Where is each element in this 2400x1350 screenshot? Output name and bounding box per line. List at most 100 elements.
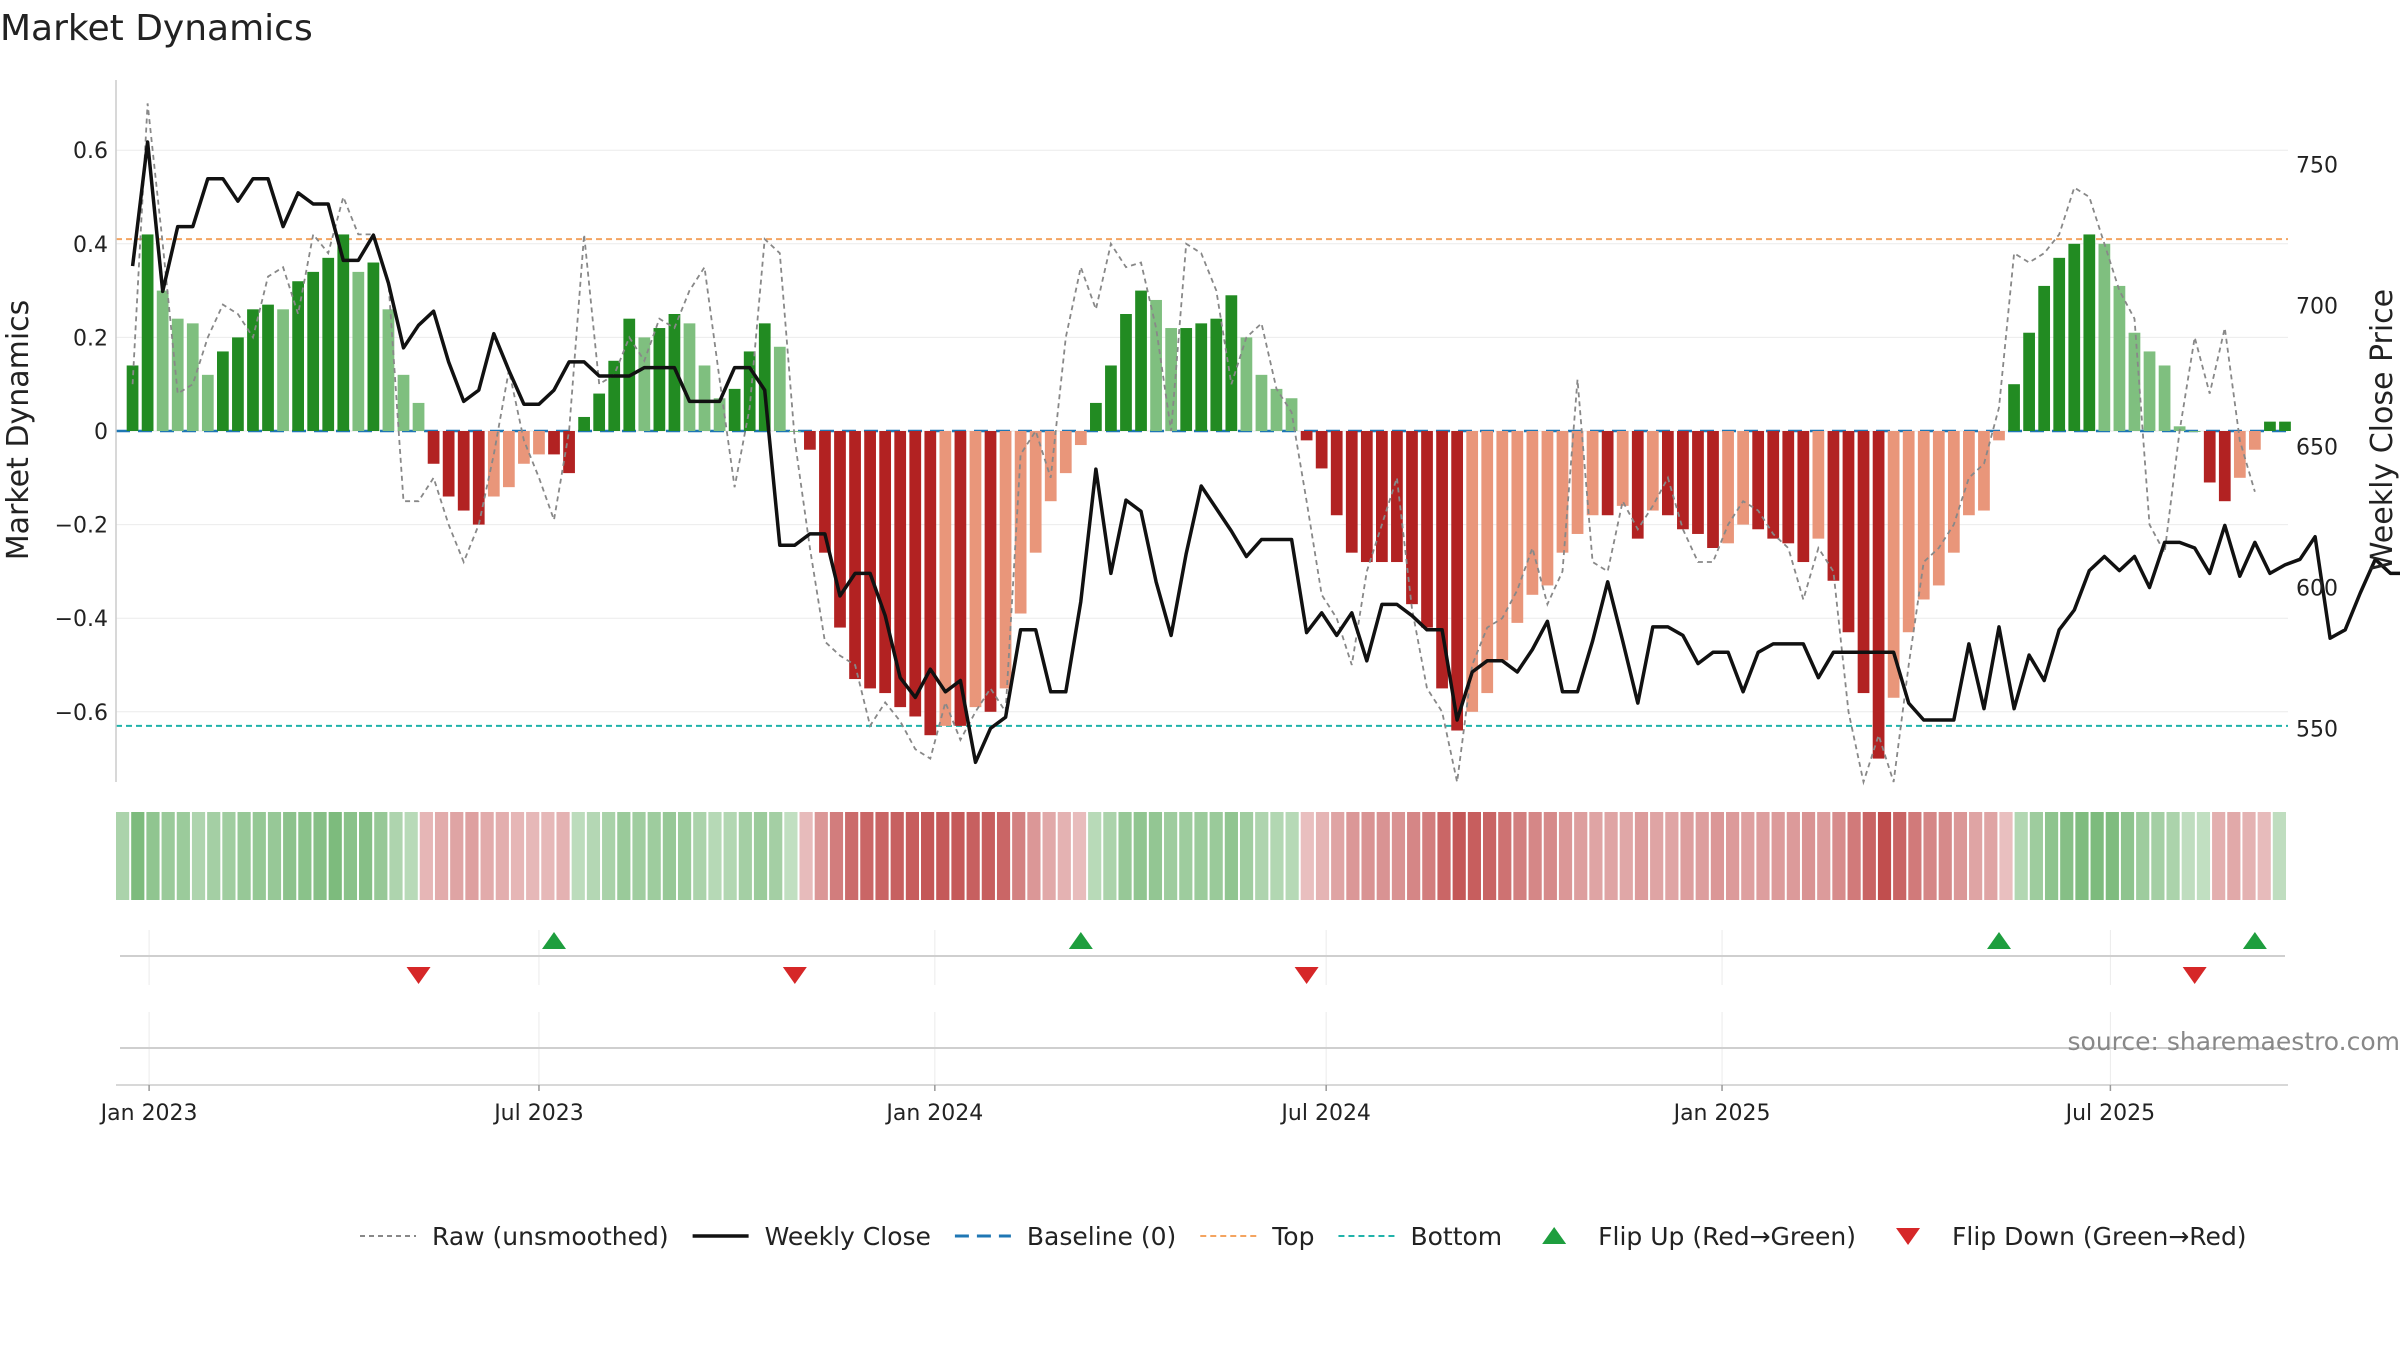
strip-cell: [359, 812, 373, 900]
dynamics-bar: [2188, 431, 2201, 432]
dynamics-bar: [713, 398, 726, 431]
dynamics-bar: [773, 346, 786, 431]
strip-cell: [1088, 812, 1102, 900]
x-axis: Jan 2023 Jul 2023 Jan 2024 Jul 2024 Jan 2025…: [99, 1084, 2288, 1126]
dynamics-bar: [2173, 426, 2186, 431]
strip-cell: [2257, 812, 2271, 900]
dynamics-bar: [2279, 421, 2291, 431]
x-tick-label: Jul 2025: [2064, 1101, 2156, 1126]
strip-cell: [1239, 812, 1254, 900]
dynamics-bar: [1917, 431, 1930, 600]
dynamics-bars: [126, 234, 2291, 759]
dynamics-bar: [1767, 431, 1780, 539]
strip-cell: [1938, 812, 1952, 900]
dynamics-bar: [277, 309, 289, 431]
flip-up-marker: [542, 932, 567, 949]
dynamics-bar: [2038, 285, 2051, 431]
strip-cell: [632, 812, 646, 900]
strip-cell: [1346, 812, 1360, 900]
dynamics-bar: [2264, 421, 2276, 431]
strip-cell: [2242, 812, 2256, 900]
dynamics-bar: [1225, 295, 1238, 431]
dynamics-bar: [819, 431, 831, 553]
strip-cell: [1695, 812, 1709, 900]
dynamics-bar: [126, 365, 139, 431]
strip-cell: [1300, 812, 1314, 900]
strip-cell: [1148, 812, 1163, 900]
flip-down-marker: [406, 967, 431, 984]
flip-down-marker: [2182, 967, 2207, 984]
dynamics-bar: [216, 351, 229, 431]
strip-cell: [1315, 812, 1330, 900]
strip-cell: [1862, 812, 1876, 900]
strip-cell: [921, 812, 935, 900]
right-tick-label: 750: [2296, 154, 2338, 179]
flip-markers-panel: [120, 930, 2285, 985]
strip-cell: [1999, 812, 2013, 900]
dynamics-bar: [1044, 431, 1057, 502]
strip-cell: [1543, 812, 1557, 900]
dynamics-bar: [1857, 431, 1870, 694]
strip-cell: [1012, 812, 1026, 900]
dynamics-bar: [954, 431, 967, 726]
dynamics-bar: [1902, 431, 1915, 633]
strip-cell: [495, 812, 509, 900]
strip-cell: [1057, 812, 1071, 900]
strip-cell: [191, 812, 206, 900]
strip-cell: [1482, 812, 1497, 900]
dynamics-bar: [186, 323, 199, 431]
x-tick-label: Jan 2025: [1672, 1101, 1771, 1126]
dynamics-bar: [2158, 365, 2171, 431]
strip-cell: [1331, 812, 1345, 900]
dynamics-bar: [1993, 431, 2005, 441]
strip-cell: [647, 812, 661, 900]
strip-cell: [814, 812, 828, 900]
legend-item-bottom: Bottom: [1338, 1222, 1502, 1251]
strip-cell: [1391, 812, 1406, 900]
strip-cell: [374, 812, 388, 900]
strip-cell: [1498, 812, 1512, 900]
dynamics-bar: [1270, 388, 1283, 431]
strip-cell: [586, 812, 601, 900]
strip-cell: [510, 812, 525, 900]
flip-up-marker: [2242, 932, 2267, 949]
legend-item-raw: Raw (unsmoothed): [360, 1222, 669, 1251]
dynamics-bar: [1421, 431, 1433, 628]
strip-cell: [2227, 812, 2241, 900]
dynamics-bar: [2113, 285, 2126, 431]
strip-cell: [1422, 812, 1436, 900]
strip-cell: [2075, 812, 2089, 900]
dynamics-bar: [442, 431, 455, 497]
dynamics-bar: [2203, 431, 2216, 483]
dynamics-bar: [1646, 431, 1659, 511]
dynamics-bar: [1406, 431, 1418, 605]
strip-cell: [1164, 812, 1178, 900]
dynamics-bar: [984, 431, 997, 712]
left-tick-label: 0.6: [73, 139, 108, 164]
left-tick-label: −0.2: [55, 514, 108, 539]
dynamics-bar: [1059, 431, 1072, 474]
legend-item-top: Top: [1200, 1222, 1314, 1251]
strip-cell: [404, 812, 418, 900]
dynamics-bar: [548, 431, 560, 455]
strip-cell: [1908, 812, 1922, 900]
strip-cell: [1255, 812, 1269, 900]
flip-down-marker: [1294, 967, 1319, 984]
dynamics-bar: [1150, 299, 1162, 431]
dynamics-bar: [352, 271, 365, 431]
strip-cell: [905, 812, 920, 900]
strip-cell: [2044, 812, 2059, 900]
strip-cell: [161, 812, 175, 900]
dynamics-bar: [2053, 257, 2066, 431]
dynamics-bar: [683, 323, 696, 431]
dynamics-bar: [1616, 431, 1629, 506]
strip-cell: [1817, 812, 1831, 900]
dynamics-bar: [1842, 431, 1855, 633]
strip-cell: [1786, 812, 1800, 900]
strip-cell: [434, 812, 449, 900]
strip-cell: [1407, 812, 1421, 900]
strip-cell: [2151, 812, 2165, 900]
strip-cell: [207, 812, 221, 900]
dynamics-bar: [1511, 431, 1524, 623]
